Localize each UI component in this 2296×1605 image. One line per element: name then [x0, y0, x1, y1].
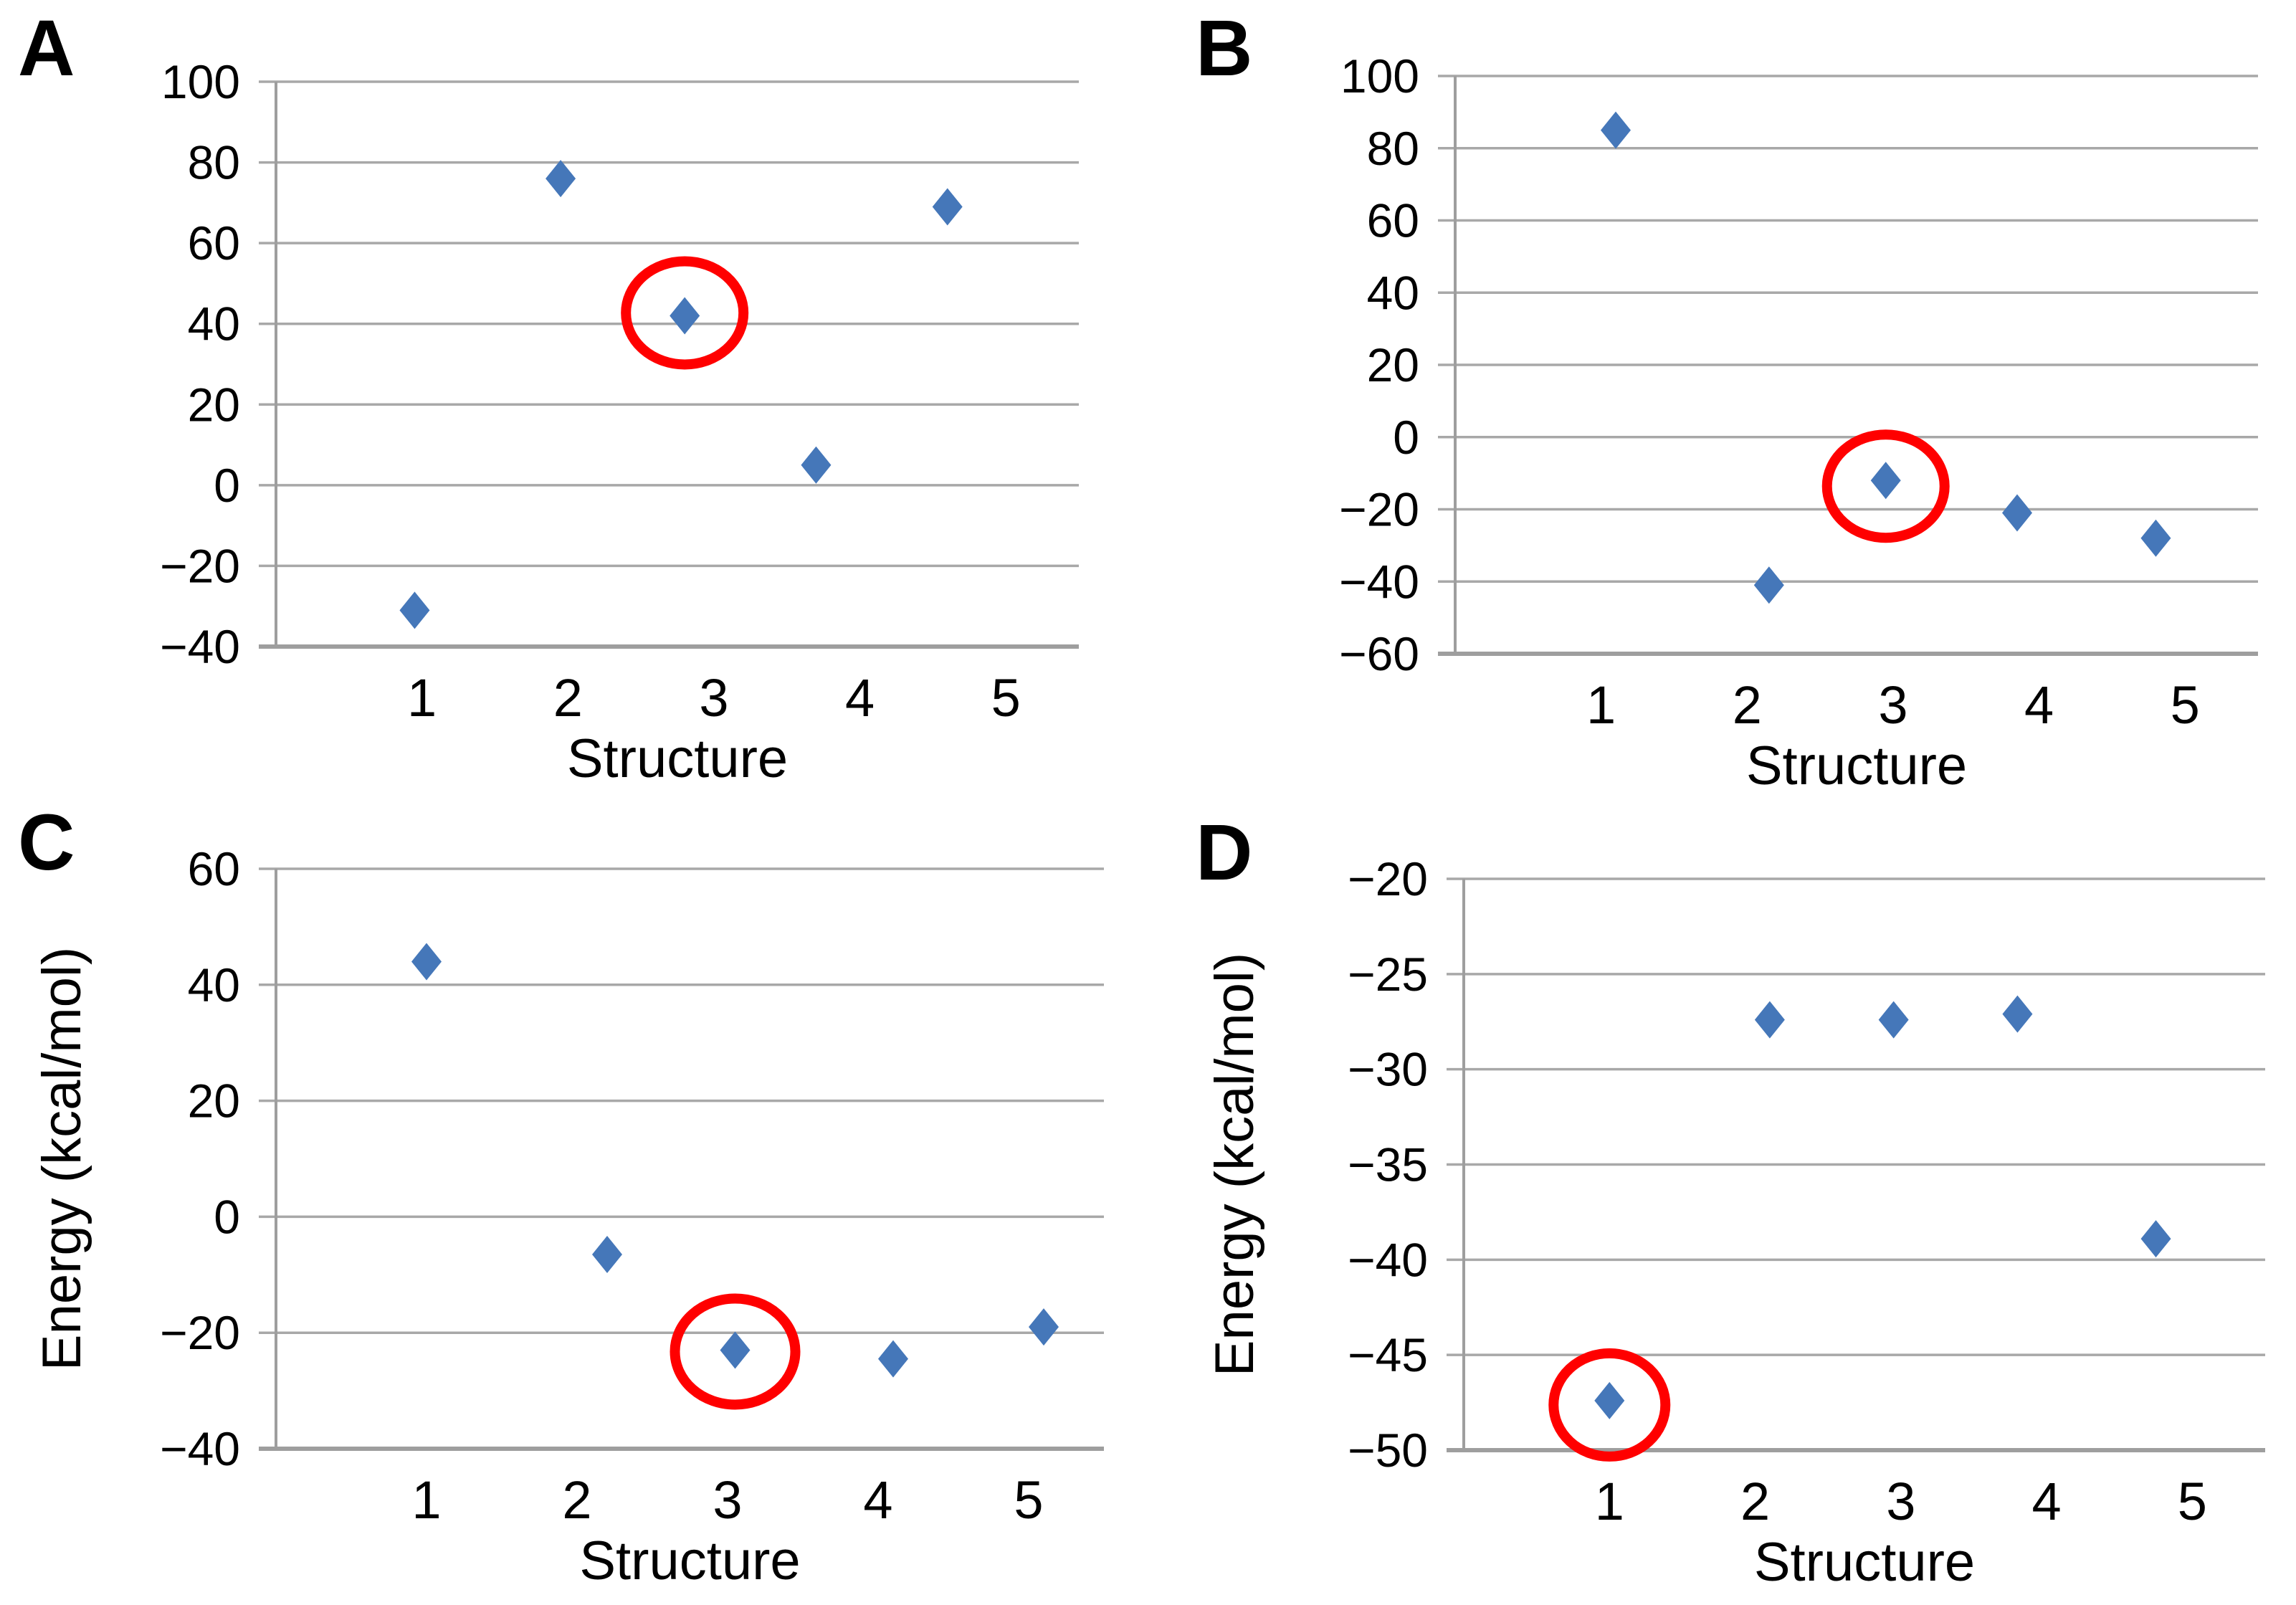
y-tick-label: 80: [188, 136, 240, 189]
x-tick-label: 4: [2032, 1472, 2062, 1531]
panel-letter-D: D: [1196, 809, 1252, 897]
panel-D: −20 −25 −30 −35 −40 −45 −50 1 2 3 4 5 Structure Energ…: [1196, 809, 2265, 1593]
x-tick-label: 1: [1586, 675, 1616, 735]
data-point-D-5: [2140, 1220, 2171, 1258]
y-tick-label: 0: [214, 1190, 240, 1243]
panel-B: 100 80 60 40 20 0 −20 −40 −60 1 2 3 4 5 Structure B: [1196, 4, 2258, 796]
y-tick-label: 40: [1367, 266, 1419, 319]
y-tick-label: −50: [1348, 1424, 1428, 1477]
x-tick-label: 1: [1595, 1472, 1624, 1531]
y-tick-label: −45: [1348, 1328, 1428, 1381]
y-tick-label: 20: [188, 1075, 240, 1128]
panel-C: 60 40 20 0 −20 −40 1 2 3 4 5 Structure Energy (kcal/…: [18, 799, 1104, 1591]
data-point-C-5: [1029, 1308, 1059, 1346]
x-tick-label: 5: [2171, 675, 2200, 735]
x-tick-label: 3: [1878, 675, 1907, 735]
x-tick-label: 3: [713, 1470, 742, 1530]
y-tick-label: 0: [214, 459, 240, 512]
y-tick-label: −25: [1348, 948, 1428, 1001]
data-point-D-3: [1878, 1001, 1909, 1039]
data-point-B-4: [2002, 494, 2032, 532]
x-tick-label: 2: [553, 668, 583, 728]
data-point-D-4: [2002, 995, 2033, 1033]
x-axis-title: Structure: [1754, 1532, 1975, 1593]
y-tick-label: 20: [1367, 338, 1419, 391]
y-tick-label: 40: [188, 297, 240, 351]
data-point-D-1: [1594, 1381, 1625, 1419]
x-tick-label: 4: [845, 668, 875, 728]
data-point-C-3: [720, 1331, 751, 1369]
data-point-B-3: [1870, 462, 1901, 500]
y-tick-label: −60: [1339, 627, 1419, 680]
x-tick-label: 5: [991, 668, 1021, 728]
data-point-C-4: [878, 1340, 908, 1378]
highlight-circle-B: [1821, 429, 1950, 543]
y-axis-title: Energy (kcal/mol): [32, 947, 92, 1371]
data-point-A-3: [670, 297, 700, 335]
highlight-circle-D: [1548, 1348, 1671, 1462]
y-tick-label: 40: [188, 958, 240, 1011]
y-tick-label: −40: [1339, 555, 1419, 608]
y-tick-label: 60: [1367, 194, 1419, 247]
x-tick-label: 2: [1733, 675, 1762, 735]
x-axis-title: Structure: [567, 728, 788, 789]
panel-A: 100 80 60 40 20 0 −20 −40 1 2 3 4 5 Structure A: [18, 4, 1079, 789]
x-tick-label: 4: [2024, 675, 2054, 735]
panel-letter-A: A: [18, 4, 75, 92]
highlight-circle-C: [670, 1293, 801, 1410]
y-tick-label: −20: [160, 539, 240, 592]
y-axis-title: Energy (kcal/mol): [1204, 953, 1265, 1376]
y-tick-label: −40: [1348, 1233, 1428, 1286]
y-tick-label: 0: [1393, 411, 1419, 464]
y-tick-label: 80: [1367, 122, 1419, 175]
x-tick-label: 2: [1740, 1472, 1770, 1531]
x-tick-label: 5: [1014, 1470, 1043, 1530]
panel-letter-C: C: [18, 799, 75, 887]
data-point-D-2: [1754, 1001, 1785, 1039]
data-point-C-1: [411, 943, 442, 981]
data-point-B-5: [2140, 519, 2171, 557]
data-point-C-2: [592, 1235, 622, 1273]
y-tick-label: −30: [1348, 1043, 1428, 1096]
y-tick-label: −40: [160, 1422, 240, 1475]
y-tick-label: −20: [1339, 483, 1419, 536]
x-tick-label: 2: [562, 1470, 591, 1530]
x-axis-title: Structure: [1746, 735, 1967, 796]
x-tick-label: 1: [407, 668, 437, 728]
x-tick-label: 4: [863, 1470, 892, 1530]
highlight-circle-A: [621, 256, 749, 370]
y-tick-label: −20: [1348, 852, 1428, 905]
data-point-B-1: [1601, 111, 1631, 149]
y-tick-label: 20: [188, 378, 240, 431]
data-point-A-4: [801, 446, 832, 484]
x-axis-title: Structure: [579, 1530, 800, 1591]
x-tick-label: 5: [2178, 1472, 2207, 1531]
data-point-B-2: [1753, 566, 1784, 604]
data-point-A-1: [399, 591, 430, 629]
y-tick-label: 100: [1340, 49, 1419, 103]
panel-letter-B: B: [1196, 4, 1252, 92]
x-tick-label: 3: [1886, 1472, 1915, 1531]
y-tick-label: 60: [188, 842, 240, 895]
data-point-A-2: [546, 160, 576, 198]
y-tick-label: −40: [160, 620, 240, 673]
x-tick-label: 1: [411, 1470, 441, 1530]
y-tick-label: −35: [1348, 1138, 1428, 1191]
y-tick-label: −20: [160, 1306, 240, 1359]
y-tick-label: 60: [188, 216, 240, 270]
data-point-A-5: [932, 188, 963, 226]
x-tick-label: 3: [699, 668, 728, 728]
y-tick-label: 100: [161, 55, 240, 108]
